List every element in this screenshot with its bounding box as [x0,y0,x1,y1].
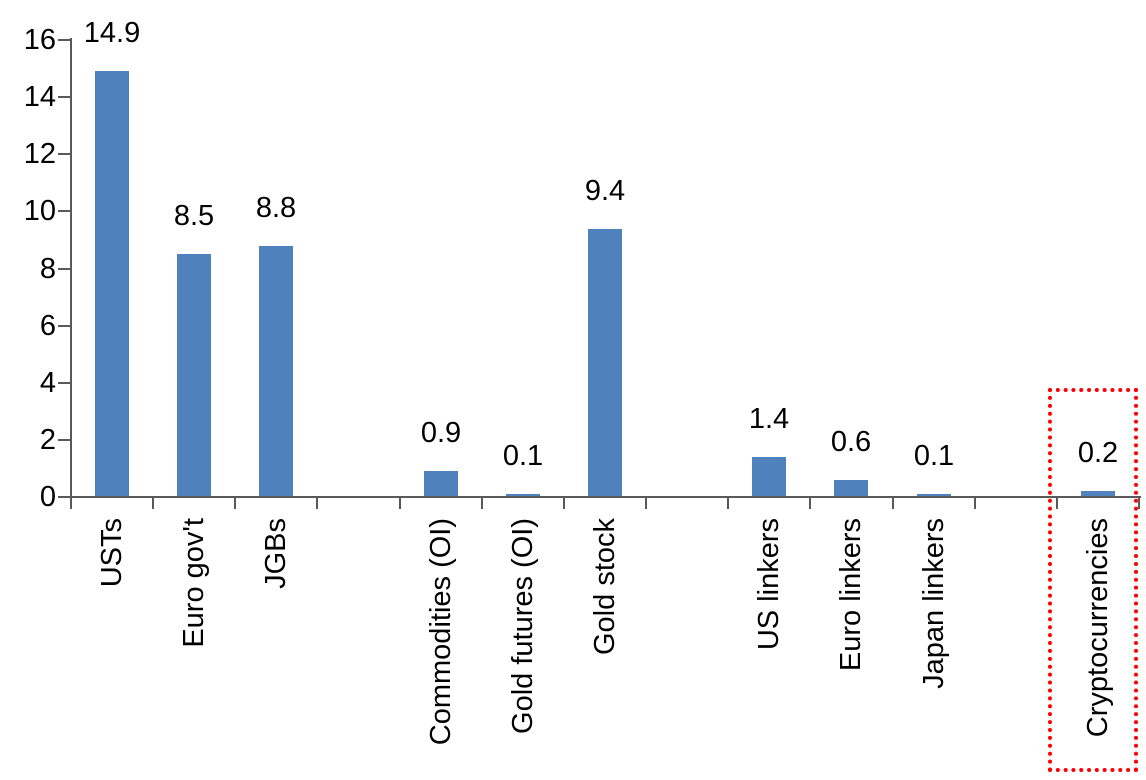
x-tick-12 [1055,497,1058,509]
bar-gold-stock [588,229,622,497]
value-label-jgbs: 8.8 [255,192,297,224]
y-tick-label-10: 10 [23,195,56,228]
value-label-japan-linkers: 0.1 [913,440,955,472]
y-tick-14 [58,96,70,99]
category-label-us-linkers: US linkers [753,518,785,651]
value-label-euro-linkers: 0.6 [830,426,872,458]
category-label-japan-linkers: Japan linkers [918,518,950,689]
bar-jgbs [259,246,293,497]
x-tick-6 [562,497,565,509]
bar-euro-gov-t [177,254,211,497]
category-label-gold-stock: Gold stock [589,518,621,655]
category-label-gold-futures-oi: Gold futures (OI) [507,518,539,734]
y-tick-6 [58,324,70,327]
x-tick-1 [152,497,155,509]
bar-japan-linkers [917,494,951,497]
bar-gold-futures-oi [506,494,540,497]
category-label-usts: USTs [96,518,128,588]
value-label-gold-stock: 9.4 [584,175,626,207]
x-tick-7 [645,497,648,509]
x-tick-2 [234,497,237,509]
y-tick-2 [58,438,70,441]
x-tick-10 [891,497,894,509]
x-tick-11 [973,497,976,509]
category-label-euro-gov-t: Euro gov't [178,518,210,648]
category-label-cryptocurrencies: Cryptocurrencies [1082,518,1114,738]
value-label-us-linkers: 1.4 [748,403,790,435]
x-tick-9 [809,497,812,509]
value-label-commodities-oi: 0.9 [420,417,462,449]
y-tick-label-14: 14 [23,81,56,114]
x-tick-5 [480,497,483,509]
y-tick-label-4: 4 [39,366,56,399]
y-tick-10 [58,210,70,213]
y-axis-line [70,38,72,500]
bar-us-linkers [752,457,786,497]
y-tick-0 [58,496,70,498]
y-tick-label-16: 16 [23,24,56,56]
bar-usts [95,71,129,497]
y-tick-4 [58,381,70,384]
y-tick-label-8: 8 [39,252,56,285]
category-label-jgbs: JGBs [260,518,292,589]
value-label-gold-futures-oi: 0.1 [502,440,544,472]
highlight-box-cryptocurrencies [1048,388,1138,772]
bar-cryptocurrencies [1081,491,1115,497]
x-tick-0 [70,497,72,509]
bar-commodities-oi [424,471,458,497]
category-label-euro-linkers: Euro linkers [835,518,867,672]
x-tick-13 [1138,497,1140,509]
y-tick-label-6: 6 [39,309,56,342]
y-tick-8 [58,267,70,270]
y-tick-12 [58,153,70,156]
value-label-usts: 14.9 [83,17,141,49]
y-tick-16 [58,39,70,41]
x-tick-3 [316,497,319,509]
x-axis-line [70,496,1141,498]
y-tick-label-0: 0 [39,481,56,513]
x-tick-4 [398,497,401,509]
y-tick-label-2: 2 [39,423,56,456]
value-label-euro-gov-t: 8.5 [173,200,215,232]
value-label-cryptocurrencies: 0.2 [1077,437,1119,469]
y-tick-label-12: 12 [23,138,56,171]
category-label-commodities-oi: Commodities (OI) [425,518,457,746]
bar-euro-linkers [834,480,868,497]
x-tick-8 [727,497,730,509]
